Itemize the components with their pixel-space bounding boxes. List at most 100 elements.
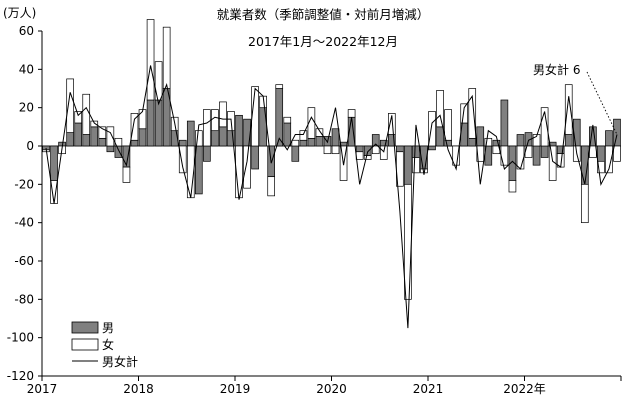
bar-male: [235, 114, 243, 147]
bar-female: [98, 126, 107, 139]
bar-female: [203, 109, 211, 147]
bar-female: [516, 145, 525, 170]
bar-female: [291, 139, 300, 147]
bar-female: [484, 137, 493, 147]
bar-female: [267, 176, 276, 197]
bar-male: [428, 145, 436, 151]
bar-male: [500, 99, 509, 147]
y-tick-label: -60: [14, 254, 34, 268]
bar-male: [106, 145, 115, 153]
bar-male: [355, 145, 364, 153]
bar-male: [540, 145, 549, 158]
y-tick-label: -120: [7, 369, 34, 383]
bar-female: [613, 145, 621, 162]
bar-female: [412, 157, 420, 174]
bar-male: [195, 145, 203, 195]
bar-female: [243, 145, 251, 189]
bar-male: [275, 88, 284, 147]
bar-male: [178, 139, 187, 147]
bar-male: [211, 130, 219, 147]
bar-female: [219, 101, 227, 128]
bar-female: [597, 160, 605, 174]
bar-male: [219, 126, 227, 147]
bar-female: [323, 145, 332, 155]
y-tick-label: -40: [14, 216, 34, 230]
bar-male: [315, 136, 324, 147]
legend-label-total: 男女計: [102, 354, 138, 369]
x-tick-label: 2017: [27, 382, 58, 396]
chart-subtitle: 2017年1月～2022年12月: [248, 34, 398, 49]
bar-female: [388, 113, 396, 135]
y-tick-label: -20: [14, 177, 34, 191]
chart-bars: [42, 19, 621, 300]
x-tick-label: 2021: [413, 382, 444, 396]
x-tick-label: 2020: [316, 382, 347, 396]
chart-line: [45, 65, 618, 329]
bar-female: [122, 166, 131, 183]
bar-female: [428, 111, 436, 147]
chart-axes: [38, 30, 622, 381]
bar-female: [371, 145, 380, 155]
bar-male: [436, 126, 444, 147]
bar-female: [347, 109, 356, 118]
bar-female: [532, 134, 541, 147]
bar-female: [146, 19, 155, 101]
bar-male: [572, 118, 581, 147]
bar-male: [363, 145, 372, 156]
bar-female: [476, 145, 485, 162]
legend-swatch-female: [71, 338, 99, 351]
y-tick-label: -80: [14, 292, 34, 306]
bar-male: [50, 145, 58, 181]
x-tick-label: 2018: [123, 382, 154, 396]
bar-male: [74, 122, 83, 147]
bar-male: [516, 134, 525, 147]
y-tick-label: 60: [19, 24, 34, 38]
legend-label-male: 男: [102, 321, 114, 335]
chart-legend: 男 女 男女計: [71, 321, 138, 369]
bar-female: [379, 145, 388, 160]
bar-female: [589, 145, 597, 158]
bar-female: [82, 93, 91, 135]
bar-female: [580, 183, 589, 224]
bar-female: [74, 111, 83, 124]
bar-female: [106, 126, 115, 147]
bar-male: [532, 145, 541, 166]
bar-male: [605, 130, 613, 147]
bar-female: [363, 155, 372, 160]
bar-male: [138, 128, 147, 147]
bar-female: [468, 88, 477, 139]
bar-female: [460, 103, 469, 124]
bar-male: [186, 120, 195, 147]
bar-female: [355, 151, 364, 160]
bar-male: [90, 126, 99, 147]
total-annotation: 男女計 6: [533, 62, 580, 77]
bar-male: [564, 134, 573, 147]
annotation-leader: [586, 71, 618, 135]
bar-male: [114, 145, 123, 158]
bar-male: [154, 99, 163, 147]
legend-swatch-male: [71, 321, 99, 334]
bar-female: [315, 128, 324, 137]
bar-female: [275, 84, 284, 89]
bar-male: [597, 145, 605, 162]
bar-male: [251, 145, 259, 170]
bar-male: [476, 126, 485, 147]
bar-female: [299, 130, 308, 141]
bar-male: [66, 132, 74, 147]
bar-female: [90, 120, 99, 128]
bar-male: [98, 137, 107, 147]
bar-male: [396, 145, 404, 153]
bar-female: [331, 145, 340, 155]
bar-female: [508, 180, 517, 193]
x-tick-label: 2019: [220, 382, 251, 396]
bar-female: [444, 109, 452, 141]
bar-male: [307, 137, 316, 147]
bar-female: [251, 86, 259, 147]
bar-male: [130, 139, 139, 147]
bar-female: [605, 145, 613, 174]
bar-male: [404, 145, 412, 185]
y-tick-label: 0: [26, 139, 34, 153]
bar-male: [331, 128, 340, 147]
